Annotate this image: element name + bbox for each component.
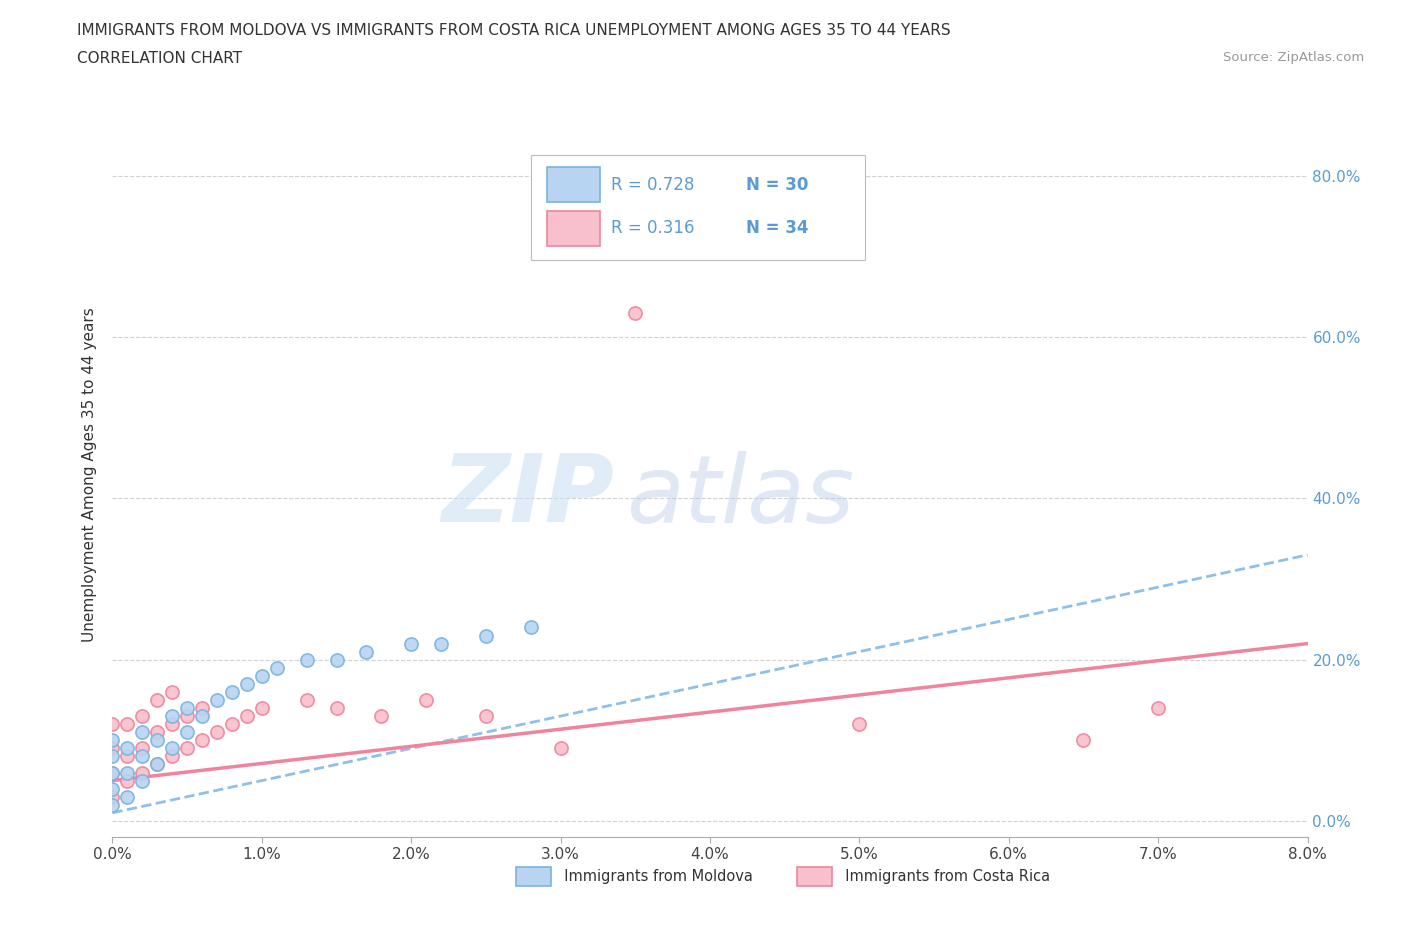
Point xyxy=(131,724,153,739)
Point xyxy=(117,765,139,780)
Point xyxy=(131,741,153,756)
Text: R = 0.728: R = 0.728 xyxy=(610,176,695,193)
FancyBboxPatch shape xyxy=(516,867,551,885)
Point xyxy=(1073,733,1095,748)
Point xyxy=(848,717,870,732)
Point xyxy=(1147,700,1170,715)
Point xyxy=(176,700,198,715)
Text: N = 34: N = 34 xyxy=(747,219,808,237)
Point xyxy=(146,757,169,772)
Point xyxy=(131,773,153,788)
Point xyxy=(250,669,273,684)
Point xyxy=(101,781,124,796)
Point xyxy=(117,749,139,764)
Point xyxy=(415,693,437,708)
Point xyxy=(205,693,228,708)
Point xyxy=(325,700,347,715)
Point xyxy=(325,652,347,667)
FancyBboxPatch shape xyxy=(531,155,866,260)
Point xyxy=(101,765,124,780)
Point xyxy=(520,620,543,635)
Text: CORRELATION CHART: CORRELATION CHART xyxy=(77,51,242,66)
Y-axis label: Unemployment Among Ages 35 to 44 years: Unemployment Among Ages 35 to 44 years xyxy=(82,307,97,642)
Point xyxy=(162,741,183,756)
Point xyxy=(101,733,124,748)
Text: atlas: atlas xyxy=(627,450,855,541)
Point xyxy=(162,749,183,764)
FancyBboxPatch shape xyxy=(547,167,600,203)
Point xyxy=(221,717,243,732)
Point xyxy=(162,684,183,699)
Point xyxy=(131,749,153,764)
Point xyxy=(146,693,169,708)
Point xyxy=(550,741,572,756)
Point xyxy=(131,765,153,780)
Point xyxy=(475,628,498,643)
Text: Immigrants from Moldova: Immigrants from Moldova xyxy=(554,869,752,883)
Point xyxy=(205,724,228,739)
Point xyxy=(624,306,647,321)
Point xyxy=(475,709,498,724)
Point xyxy=(101,797,124,812)
Point xyxy=(266,660,288,675)
Point xyxy=(356,644,378,659)
Point xyxy=(250,700,273,715)
Point xyxy=(221,684,243,699)
FancyBboxPatch shape xyxy=(547,211,600,246)
Point xyxy=(117,790,139,804)
Text: N = 30: N = 30 xyxy=(747,176,808,193)
Point xyxy=(146,724,169,739)
Text: IMMIGRANTS FROM MOLDOVA VS IMMIGRANTS FROM COSTA RICA UNEMPLOYMENT AMONG AGES 35: IMMIGRANTS FROM MOLDOVA VS IMMIGRANTS FR… xyxy=(77,23,950,38)
Point xyxy=(101,741,124,756)
Point xyxy=(101,765,124,780)
Text: ZIP: ZIP xyxy=(441,450,614,542)
Point xyxy=(370,709,392,724)
Text: R = 0.316: R = 0.316 xyxy=(610,219,695,237)
Point xyxy=(191,709,214,724)
Point xyxy=(101,717,124,732)
Point xyxy=(117,773,139,788)
Point xyxy=(162,709,183,724)
Point xyxy=(191,733,214,748)
Point xyxy=(146,757,169,772)
Point xyxy=(176,741,198,756)
Point xyxy=(236,709,259,724)
Point xyxy=(146,733,169,748)
Point xyxy=(295,652,318,667)
Point xyxy=(101,790,124,804)
Point xyxy=(117,717,139,732)
Point xyxy=(401,636,423,651)
Text: Immigrants from Costa Rica: Immigrants from Costa Rica xyxy=(835,869,1050,883)
Point xyxy=(176,709,198,724)
Point xyxy=(295,693,318,708)
Point xyxy=(430,636,453,651)
Point xyxy=(101,749,124,764)
Point xyxy=(236,676,259,691)
FancyBboxPatch shape xyxy=(797,867,832,885)
Point xyxy=(117,741,139,756)
Point xyxy=(131,709,153,724)
Point xyxy=(191,700,214,715)
Point xyxy=(176,724,198,739)
Point xyxy=(162,717,183,732)
Text: Source: ZipAtlas.com: Source: ZipAtlas.com xyxy=(1223,51,1364,64)
